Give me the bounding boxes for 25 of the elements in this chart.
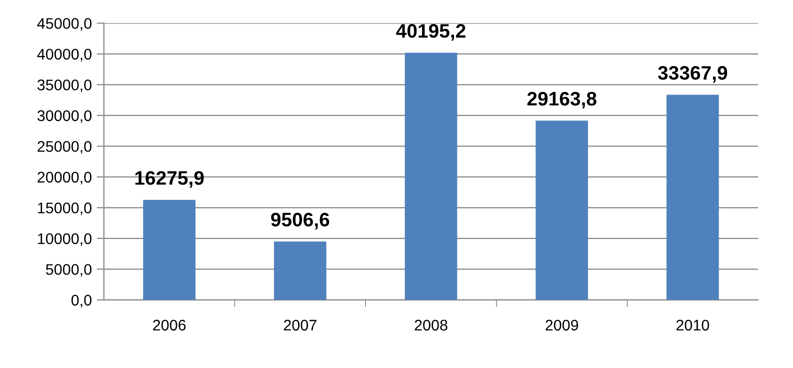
bar: [404, 52, 458, 300]
x-tick-label: 2007: [284, 320, 316, 331]
y-tick-label: 5000,0: [46, 264, 92, 277]
x-tick-label: 2009: [546, 320, 578, 331]
y-tick-label: 45000,0: [37, 18, 92, 31]
y-tick-label: 40000,0: [37, 48, 92, 62]
x-tick-label: 2008: [414, 320, 448, 331]
data-label: 29163,8: [527, 92, 596, 108]
data-label: 16275,9: [135, 171, 204, 188]
y-tick-label: 35000,0: [37, 80, 92, 92]
data-label: 33367,9: [658, 66, 728, 83]
y-tick-label: 15000,0: [38, 202, 92, 216]
x-tick-label: 2006: [153, 320, 186, 331]
bar: [666, 94, 719, 300]
data-label: 9506,6: [271, 212, 330, 230]
y-tick-label: 30000,0: [37, 110, 92, 123]
bar: [536, 120, 588, 300]
y-tick-label: 10000,0: [38, 233, 92, 246]
bar: [143, 200, 196, 300]
bar: [274, 241, 326, 300]
y-tick-label: 20000,0: [38, 172, 92, 184]
x-tick-label: 2010: [676, 320, 710, 331]
y-tick-label: 25000,0: [38, 141, 92, 154]
data-label: 40195,2: [396, 24, 466, 41]
y-tick-label: 0,0: [71, 294, 92, 308]
